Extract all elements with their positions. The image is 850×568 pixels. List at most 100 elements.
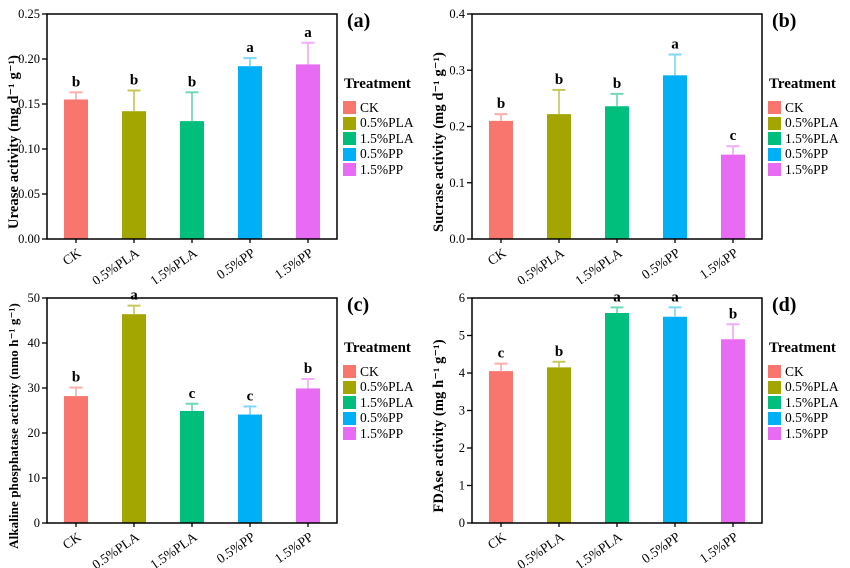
legend-item: 1.5%PLA: [768, 395, 850, 411]
y-tick-label: 40: [28, 336, 41, 350]
bar-chart-svg: 0 10 20 30 40 50 b CK a 0.5%PLA c 1.5%PLA c 0.5%PP b 1.…: [28, 288, 338, 568]
bar-0.5%PLA: [547, 367, 571, 523]
x-tick-label: 1.5%PLA: [147, 529, 200, 568]
y-tick-label: 0.05: [18, 187, 40, 201]
bar-chart-svg: 0.0 0.1 0.2 0.3 0.4 b CK b 0.5%PLA b 1.5%PLA a 0.5%P…: [449, 7, 763, 284]
bar-1.5%PLA: [605, 106, 629, 239]
significance-letter: b: [72, 74, 80, 90]
panel-c: 0 10 20 30 40 50 b CK a 0.5%PLA c 1.5%PLA c 0.5%PP b 1.…: [0, 284, 425, 568]
bar-1.5%PP: [721, 339, 745, 523]
legend-title: Treatment: [769, 76, 836, 92]
significance-letter: a: [130, 288, 138, 304]
y-tick-label: 20: [28, 426, 41, 440]
legend-item: 0.5%PLA: [768, 115, 850, 132]
plot-area-c: 0 10 20 30 40 50 b CK a 0.5%PLA c 1.5%PLA c 0.5%PP b 1.…: [0, 284, 425, 568]
panel-d: 0 1 2 3 4 5 6 c CK b 0.5%PLA a 1.5%PLA a 0.5%PP b 1.5%PP…: [425, 284, 850, 568]
y-tick-label: 0.3: [449, 63, 465, 77]
y-tick-label: 5: [459, 329, 465, 343]
y-tick-label: 0.1: [449, 176, 465, 190]
bar-0.5%PLA: [122, 111, 146, 239]
legend-label: 0.5%PP: [785, 146, 829, 162]
legend-swatch-icon: [768, 163, 781, 177]
x-tick-label: 0.5%PP: [214, 245, 258, 282]
x-tick-label: 0.5%PLA: [514, 245, 567, 284]
plot-area-b: 0.0 0.1 0.2 0.3 0.4 b CK b 0.5%PLA b 1.5%PLA a 0.5%P…: [425, 0, 850, 284]
bar-1.5%PLA: [605, 313, 629, 523]
y-axis-title-b: Sucrase activity (mg d⁻¹ g⁻¹): [431, 52, 447, 232]
x-tick-label: 1.5%PLA: [572, 529, 625, 568]
bar-1.5%PP: [296, 64, 320, 240]
significance-letter: a: [304, 25, 312, 41]
legend-swatch-icon: [343, 163, 356, 177]
y-tick-label: 0.15: [18, 97, 40, 111]
legend-swatch-icon: [768, 396, 781, 410]
legend-d: Treatment CK 0.5%PLA 1.5%PLA 0.5%PP 1.5%PP: [768, 340, 850, 442]
plot-area-a: 0.00 0.05 0.10 0.15 0.20 0.25 b CK b 0.5%PLA b 1.5%…: [0, 0, 425, 284]
y-axis-title-c: Alkaline phosphatase activity (nmo h⁻¹ g…: [6, 303, 21, 549]
panel-label-b: (b): [772, 10, 797, 32]
bar-0.5%PP: [663, 316, 687, 523]
y-tick-label: 1: [459, 479, 465, 493]
x-tick-label: 0.5%PLA: [514, 529, 567, 568]
x-tick-label: 0.5%PLA: [89, 529, 142, 568]
y-tick-label: 0.25: [18, 7, 40, 21]
axis-box: [471, 13, 763, 240]
legend-swatch-icon: [343, 101, 356, 115]
legend-item: 1.5%PP: [343, 162, 425, 178]
axis-box: [46, 13, 338, 240]
significance-letter: b: [497, 96, 505, 112]
legend-b: Treatment CK 0.5%PLA 1.5%PLA 0.5%PP 1.5%PP: [768, 76, 850, 178]
legend-label: 0.5%PLA: [360, 115, 414, 131]
legend-label: CK: [360, 99, 379, 115]
x-tick-label: 1.5%PLA: [572, 245, 625, 284]
x-tick-label: 1.5%PP: [272, 245, 316, 282]
legend-swatch-icon: [343, 411, 356, 425]
significance-letter: a: [246, 40, 254, 56]
bar-CK: [489, 371, 513, 523]
legend-swatch-icon: [343, 380, 356, 394]
significance-letter: c: [498, 346, 505, 362]
significance-letter: b: [613, 76, 621, 92]
legend-items: CK 0.5%PLA 1.5%PLA 0.5%PP 1.5%PP: [343, 364, 425, 442]
legend-c: Treatment CK 0.5%PLA 1.5%PLA 0.5%PP 1.5%PP: [343, 340, 425, 442]
significance-letter: b: [729, 306, 737, 322]
y-tick-label: 0.10: [18, 142, 40, 156]
legend-label: 1.5%PLA: [360, 394, 414, 410]
legend-swatch-icon: [768, 365, 781, 379]
legend-item: 1.5%PP: [768, 162, 850, 178]
y-tick-label: 0.00: [18, 232, 40, 246]
y-axis-title-d: FDAse activity (mg h⁻¹ g⁻¹): [431, 339, 447, 513]
x-tick-label: 1.5%PP: [697, 529, 741, 566]
legend-item: 0.5%PLA: [343, 115, 425, 132]
x-tick-label: 1.5%PLA: [147, 245, 200, 284]
legend-label: 0.5%PP: [785, 410, 829, 426]
legend-item: 0.5%PP: [343, 146, 425, 163]
legend-items: CK 0.5%PLA 1.5%PLA 0.5%PP 1.5%PP: [768, 364, 850, 442]
bar-0.5%PP: [238, 414, 262, 523]
legend-label: CK: [785, 363, 804, 379]
significance-letter: b: [72, 370, 80, 386]
legend-label: 1.5%PLA: [785, 130, 839, 146]
legend-swatch-icon: [343, 427, 356, 441]
bar-0.5%PLA: [547, 114, 571, 239]
bar-1.5%PLA: [180, 410, 204, 523]
significance-letter: b: [555, 344, 563, 360]
y-tick-label: 0.20: [18, 52, 40, 66]
legend-item: 0.5%PP: [768, 146, 850, 163]
y-tick-label: 50: [28, 291, 41, 305]
plot-area-d: 0 1 2 3 4 5 6 c CK b 0.5%PLA a 1.5%PLA a 0.5%PP b 1.5%PP: [425, 284, 850, 568]
bar-CK: [64, 99, 88, 239]
legend-label: 1.5%PP: [785, 425, 829, 441]
axis-box: [46, 297, 338, 524]
legend-label: 0.5%PP: [360, 146, 404, 162]
y-axis-title-a: Urease activity (mg d⁻¹ g⁻¹): [6, 55, 22, 229]
legend-items: CK 0.5%PLA 1.5%PLA 0.5%PP 1.5%PP: [343, 100, 425, 178]
panel-a: 0.00 0.05 0.10 0.15 0.20 0.25 b CK b 0.5%PLA b 1.5%…: [0, 0, 425, 284]
legend-item: 0.5%PLA: [768, 379, 850, 396]
legend-swatch-icon: [343, 147, 356, 161]
legend-title: Treatment: [769, 340, 836, 356]
legend-label: 0.5%PLA: [785, 379, 839, 395]
legend-swatch-icon: [768, 411, 781, 425]
significance-letter: b: [555, 72, 563, 88]
